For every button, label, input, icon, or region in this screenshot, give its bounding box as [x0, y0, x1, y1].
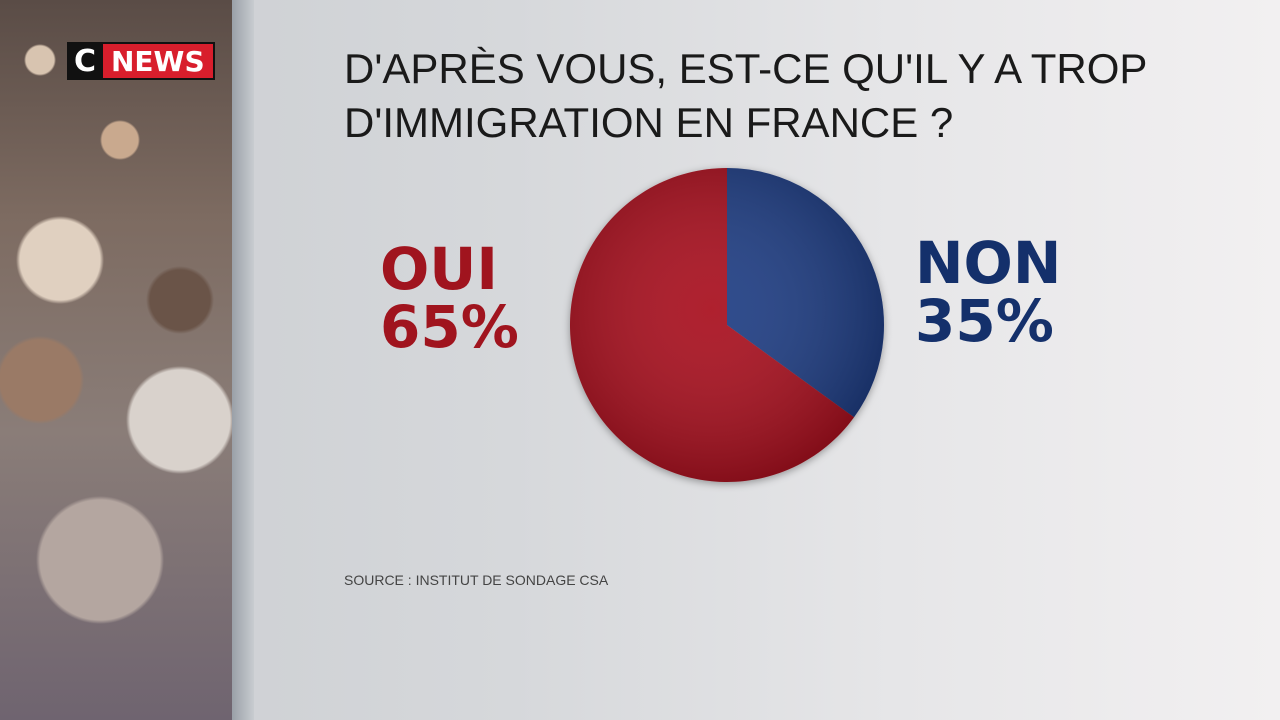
cnews-logo: C NEWS — [67, 42, 215, 80]
label-non-value: 35% — [915, 287, 1054, 355]
chart-title: D'APRÈS VOUS, EST-CE QU'IL Y A TROP D'IM… — [344, 42, 1224, 150]
label-oui-name: OUI — [380, 235, 498, 303]
pie-chart — [569, 168, 884, 482]
title-line-1: D'APRÈS VOUS, EST-CE QU'IL Y A TROP — [344, 45, 1148, 92]
title-line-2: D'IMMIGRATION EN FRANCE ? — [344, 99, 954, 146]
label-non-name: NON — [915, 229, 1062, 297]
source-note: SOURCE : INSTITUT DE SONDAGE CSA — [344, 572, 609, 588]
label-non: NON 35% — [915, 234, 1061, 350]
logo-news: NEWS — [103, 42, 215, 80]
label-oui-value: 65% — [380, 293, 519, 361]
label-oui: OUI 65% — [380, 240, 519, 356]
photo-divider — [232, 0, 254, 720]
crowd-photo — [0, 0, 232, 720]
pie-shading — [570, 168, 884, 482]
logo-c: C — [67, 42, 103, 80]
